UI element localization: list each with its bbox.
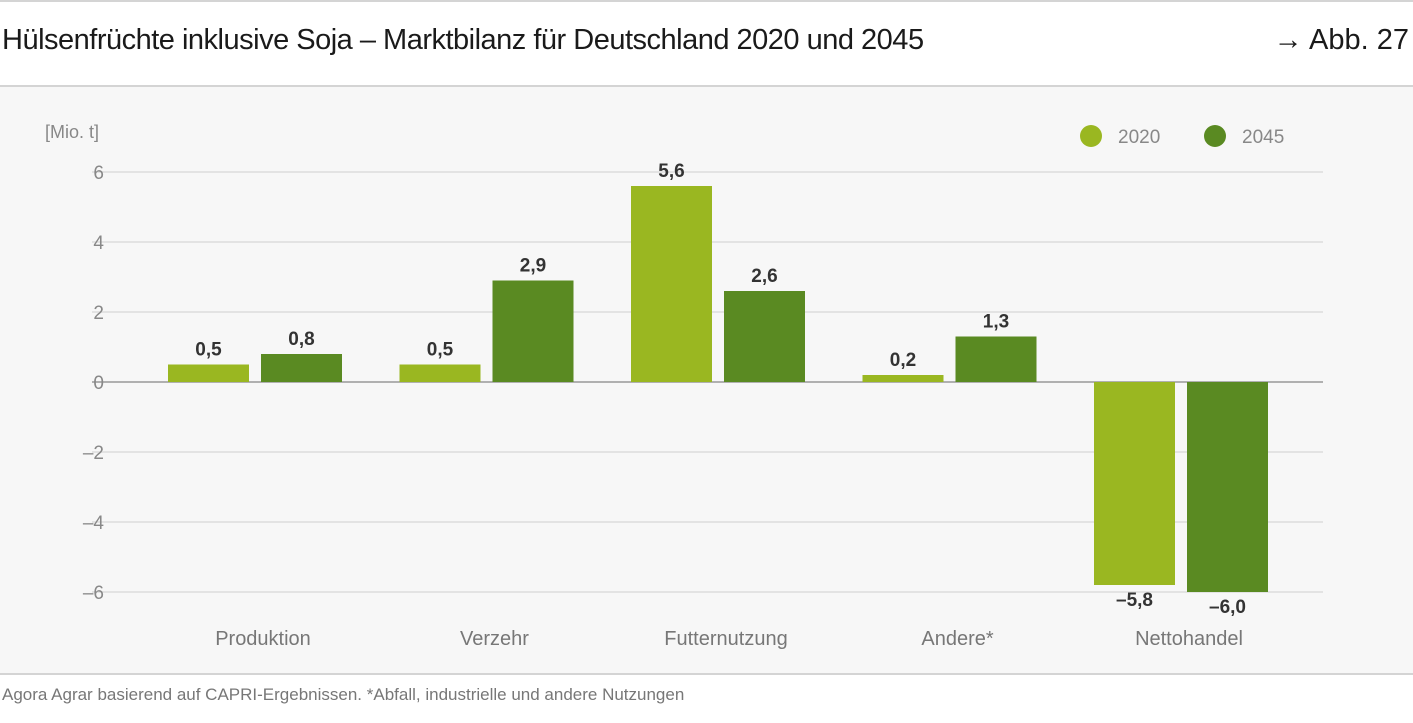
data-label: 0,5 (195, 340, 222, 361)
data-label: 0,2 (890, 350, 916, 371)
bar-2020 (862, 375, 944, 382)
bar-2020 (168, 364, 249, 382)
bar-2045 (955, 336, 1037, 382)
top-border (0, 0, 1413, 2)
data-label: –6,0 (1209, 597, 1246, 618)
legend-marker-2045 (1204, 125, 1226, 147)
x-tick-label: Andere* (921, 628, 993, 650)
data-label: 2,6 (751, 266, 777, 287)
bar-2045 (1187, 382, 1268, 592)
y-tick-label: 4 (93, 233, 104, 254)
data-label: 5,6 (658, 161, 684, 182)
x-tick-label: Nettohandel (1135, 628, 1243, 650)
x-tick-label: Futternutzung (664, 628, 787, 650)
data-label: –5,8 (1116, 590, 1153, 611)
y-tick-label: –6 (83, 583, 104, 604)
y-tick-label: –4 (83, 513, 105, 534)
bar-2020 (399, 364, 481, 382)
bar-2020 (1094, 382, 1175, 585)
data-label: 1,3 (983, 312, 1009, 333)
figure-reference: → Abb. 27 (1273, 24, 1409, 56)
legend-label: 2045 (1242, 127, 1284, 148)
source-note: Agora Agrar basierend auf CAPRI-Ergebnis… (2, 685, 685, 704)
data-label: 0,5 (427, 340, 454, 361)
bar-2045 (261, 354, 342, 382)
bar-2045 (492, 280, 574, 382)
data-label: 0,8 (288, 329, 314, 350)
bar-2045 (724, 291, 805, 382)
x-tick-label: Produktion (215, 628, 311, 650)
y-axis-label: [Mio. t] (45, 122, 99, 142)
bar-2020 (631, 186, 712, 382)
chart-title: Hülsenfrüchte inklusive Soja – Marktbila… (2, 24, 924, 56)
y-tick-label: 2 (93, 303, 104, 324)
y-tick-label: 0 (93, 373, 104, 394)
y-tick-label: –2 (83, 443, 104, 464)
legend-marker-2020 (1080, 125, 1102, 147)
y-tick-label: 6 (93, 163, 104, 184)
x-tick-label: Verzehr (460, 628, 529, 650)
legend-label: 2020 (1118, 127, 1160, 148)
data-label: 2,9 (520, 256, 546, 277)
